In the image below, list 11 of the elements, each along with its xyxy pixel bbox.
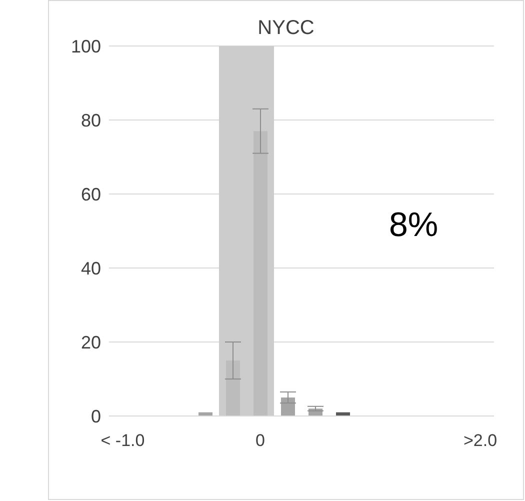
y-tick-label: 40: [80, 258, 101, 278]
x-tick-label: < -1.0: [100, 431, 145, 450]
annotation: 8%: [389, 206, 438, 245]
y-tick-label: 20: [80, 332, 101, 352]
y-tick-label: 0: [90, 406, 101, 426]
y-tick-label: 80: [80, 110, 101, 130]
y-tick-label: 100: [70, 36, 101, 56]
x-tick-label: >2.0: [463, 431, 498, 450]
chart-title: NYCC: [258, 17, 314, 39]
y-tick-label: 60: [80, 184, 101, 204]
x-tick-label: 0: [256, 431, 265, 450]
